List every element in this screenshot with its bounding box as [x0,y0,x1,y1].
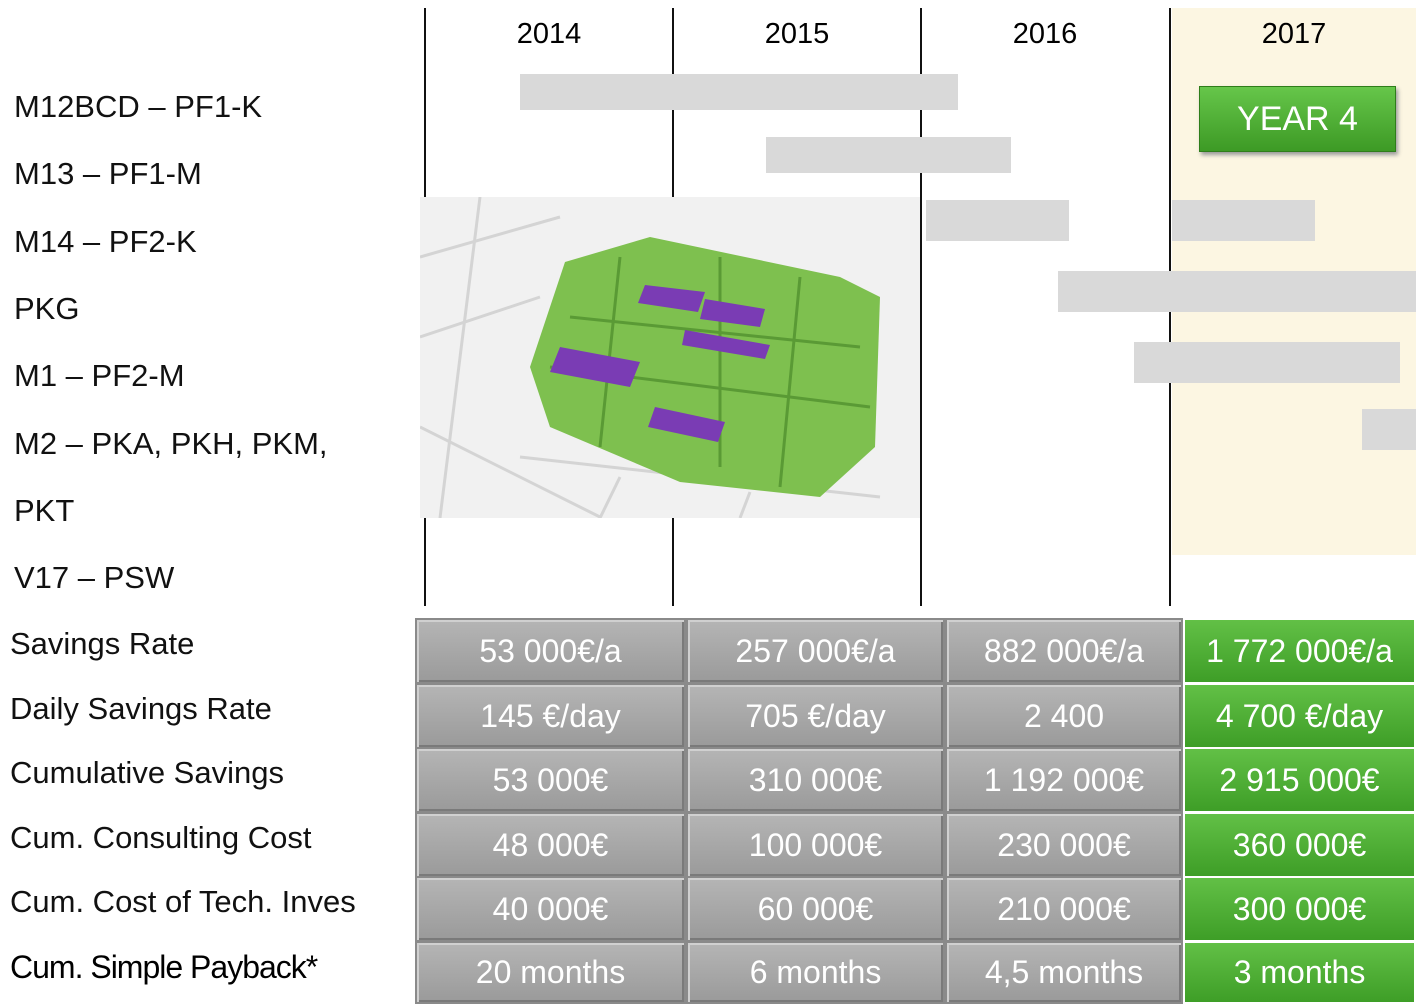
year-label: 2016 [1012,18,1078,50]
project-label: PKG [14,290,80,326]
table-cell: 360 000€ [1183,811,1416,878]
table-cell: 60 000€ [686,876,945,942]
project-label: V17 – PSW [14,560,175,596]
year-label: 2015 [764,18,830,50]
table-cell: 4,5 months [945,940,1183,1004]
year-label: 2014 [516,18,582,50]
table-cell: 100 000€ [686,811,945,878]
divider [920,8,922,606]
row-label: Cum. Consulting Cost [10,819,312,855]
site-map [420,197,920,518]
year-badge: YEAR 4 [1199,86,1396,152]
table-cell: 4 700 €/day [1183,682,1416,749]
project-label: M12BCD – PF1-K [14,89,263,124]
row-label: Cumulative Savings [10,755,284,790]
project-label: M14 – PF2-K [14,223,197,259]
row-label: Cum. Simple Payback* [10,948,318,985]
table-cell: 257 000€/a [686,618,945,684]
timeline-bar [926,200,1069,241]
project-label: M2 – PKA, PKH, PKM, [14,425,328,461]
table-cell: 705 €/day [686,682,945,749]
table-cell: 48 000€ [415,811,686,878]
table-cell: 300 000€ [1183,876,1416,942]
table-cell: 20 months [415,940,686,1004]
table-cell: 882 000€/a [945,618,1183,684]
table-cell: 230 000€ [945,811,1183,878]
table-cell: 1 192 000€ [945,747,1183,813]
table-cell: 40 000€ [415,876,686,942]
table-cell: 53 000€/a [415,618,686,684]
project-label: M13 – PF1-M [14,156,202,192]
timeline-bar [766,137,1011,173]
row-label: Daily Savings Rate [10,690,272,726]
row-label: Savings Rate [10,626,195,661]
timeline-bar [1172,200,1315,241]
table-cell: 6 months [686,940,945,1004]
project-label: PKT [14,492,75,528]
table-cell: 210 000€ [945,876,1183,942]
table-cell: 3 months [1183,940,1416,1004]
row-label: Cum. Cost of Tech. Inves [10,884,356,919]
timeline-bar [1058,271,1416,312]
timeline-bar [1134,342,1400,383]
table-cell: 310 000€ [686,747,945,813]
year-label: 2017 [1261,18,1327,50]
timeline-bar [520,74,958,110]
project-label: M1 – PF2-M [14,358,185,394]
table-cell: 1 772 000€/a [1183,618,1416,684]
timeline-bar [1362,409,1416,450]
table-cell: 2 915 000€ [1183,747,1416,813]
table-cell: 2 400 [945,682,1183,749]
table-cell: 53 000€ [415,747,686,813]
table-cell: 145 €/day [415,682,686,749]
